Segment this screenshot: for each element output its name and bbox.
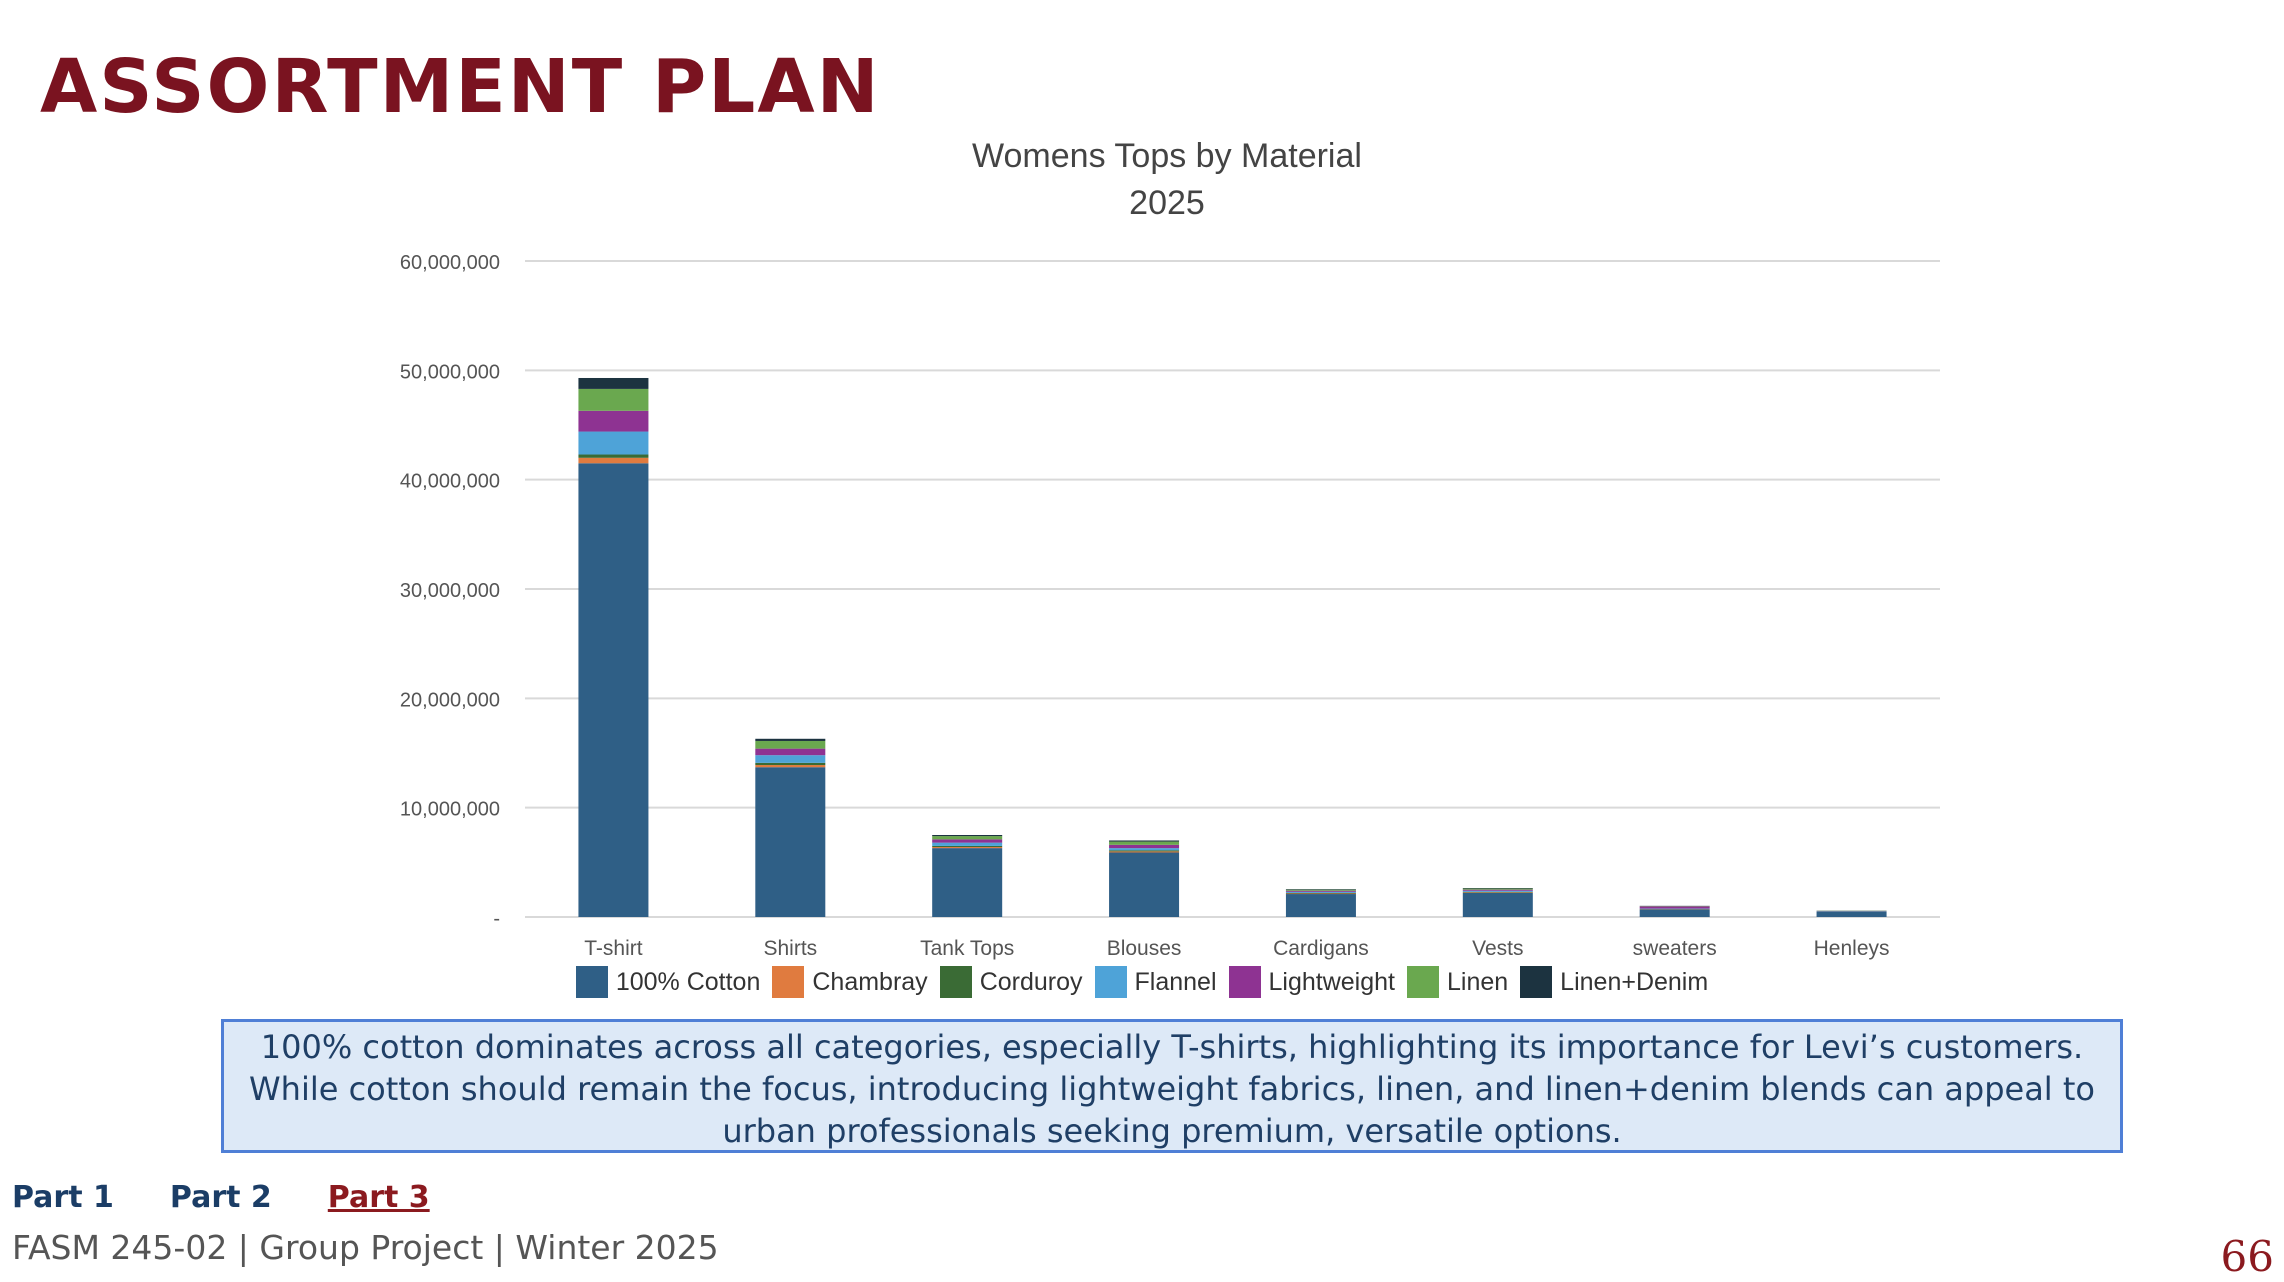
- legend-swatch: [575, 966, 608, 998]
- chart-subtitle: 2025: [1129, 184, 1205, 222]
- legend-label: Corduroy: [979, 967, 1083, 996]
- legend-swatch: [1407, 966, 1439, 998]
- part-navigation: Part 1 Part 2 Part 3: [12, 1180, 430, 1215]
- bar-segment: [755, 767, 826, 917]
- legend-item: Linen: [1407, 966, 1508, 998]
- chart-legend: 100% Cotton Chambray Corduroy Flannel Lightw…: [0, 966, 2284, 998]
- bars: [578, 377, 1887, 917]
- grid-lines: [525, 260, 1940, 918]
- bar-segment: [1462, 892, 1533, 917]
- bar-segment: [1285, 889, 1356, 891]
- bar-segment: [578, 457, 649, 464]
- bar-segment: [1639, 909, 1710, 917]
- bar-segment: [932, 842, 1003, 846]
- bar-segment: [578, 463, 649, 917]
- bar-segment: [755, 738, 826, 741]
- bar-segment: [1462, 889, 1533, 891]
- bar-segment: [755, 740, 826, 749]
- summary-text: 100% cotton dominates across all categor…: [221, 1019, 2123, 1153]
- y-tick-label: 10,000,000: [400, 799, 500, 821]
- y-axis-ticks: - 10,000,000 20,000,000 30,000,000 40,000,00…: [400, 252, 500, 930]
- stacked-bar-chart: Womens Tops by Material 2025 - 10,000,000…: [400, 137, 1940, 960]
- nav-part-1[interactable]: Part 1: [12, 1180, 114, 1215]
- bar-segment: [578, 377, 649, 389]
- bar-segment: [932, 836, 1003, 840]
- legend-swatch: [939, 966, 972, 998]
- legend-item: Corduroy: [939, 966, 1083, 998]
- legend-label: Linen: [1447, 967, 1509, 996]
- bar-segment: [932, 848, 1003, 917]
- bar-segment: [1109, 850, 1180, 852]
- legend-item: Linen+Denim: [1520, 966, 1708, 998]
- legend-label: Chambray: [812, 967, 928, 996]
- bar-segment: [1285, 891, 1356, 893]
- bar-segment: [1285, 890, 1356, 892]
- legend-swatch: [772, 966, 805, 998]
- legend-item: Lightweight: [1228, 966, 1395, 998]
- x-tick-label: Cardigans: [1273, 937, 1369, 960]
- bar-segment: [1462, 890, 1533, 892]
- nav-part-3[interactable]: Part 3: [327, 1180, 430, 1215]
- legend-label: Lightweight: [1268, 967, 1395, 996]
- bar-segment: [932, 839, 1003, 843]
- bar-segment: [578, 388, 649, 411]
- slide-title: ASSORTMENT PLAN: [40, 44, 881, 130]
- bar-segment: [578, 410, 649, 432]
- legend-item: 100% Cotton: [575, 966, 761, 998]
- x-tick-label: sweaters: [1633, 937, 1717, 960]
- page-number: 66: [2220, 1232, 2274, 1281]
- legend-swatch: [1094, 966, 1127, 998]
- bar-segment: [1462, 892, 1533, 893]
- x-axis-ticks: T-shirt Shirts Tank Tops Blouses Cardigans Ve…: [584, 937, 1889, 960]
- bar-segment: [1109, 852, 1180, 917]
- chart-title: Womens Tops by Material: [972, 137, 1362, 175]
- bar-segment: [755, 762, 826, 766]
- bar-segment: [1285, 894, 1356, 917]
- bar-segment: [1462, 888, 1533, 889]
- bar-segment: [1285, 889, 1356, 890]
- bar-segment: [755, 755, 826, 763]
- bar-segment: [578, 431, 649, 455]
- x-tick-label: Tank Tops: [920, 937, 1014, 960]
- legend-swatch: [1228, 966, 1261, 998]
- bar-segment: [1816, 911, 1887, 917]
- y-tick-label: 30,000,000: [400, 580, 500, 602]
- y-tick-label: 50,000,000: [400, 361, 500, 383]
- legend-label: 100% Cotton: [615, 967, 761, 996]
- legend-label: Flannel: [1134, 967, 1217, 996]
- bar-segment: [1285, 893, 1356, 895]
- bar-segment: [1462, 888, 1533, 890]
- y-tick-label: 20,000,000: [400, 689, 500, 711]
- y-tick-label: -: [493, 908, 500, 930]
- legend-label: Linen+Denim: [1560, 967, 1709, 996]
- bar-segment: [755, 765, 826, 768]
- x-tick-label: Henleys: [1814, 937, 1890, 960]
- bar-segment: [755, 748, 826, 756]
- bar-segment: [1109, 841, 1180, 845]
- bar-segment: [1285, 892, 1356, 894]
- bar-segment: [578, 454, 649, 458]
- bar-segment: [932, 847, 1003, 849]
- bar-segment: [932, 845, 1003, 848]
- footer-course-info: FASM 245-02 | Group Project | Winter 202…: [12, 1228, 719, 1267]
- bar-segment: [1462, 891, 1533, 893]
- legend-swatch: [1520, 966, 1553, 998]
- x-tick-label: Shirts: [763, 937, 817, 960]
- legend-item: Flannel: [1094, 966, 1217, 998]
- bar-segment: [1639, 906, 1710, 909]
- bar-segment: [1109, 848, 1180, 851]
- legend-item: Chambray: [772, 966, 928, 998]
- x-tick-label: Blouses: [1107, 937, 1182, 960]
- x-tick-label: T-shirt: [584, 937, 643, 960]
- y-tick-label: 60,000,000: [400, 252, 500, 274]
- y-tick-label: 40,000,000: [400, 471, 500, 493]
- bar-segment: [1109, 844, 1180, 849]
- bar-segment: [1109, 840, 1180, 842]
- bar-segment: [932, 835, 1003, 837]
- nav-part-2[interactable]: Part 2: [169, 1180, 272, 1215]
- bar-segment: [1109, 851, 1180, 853]
- x-tick-label: Vests: [1472, 937, 1523, 960]
